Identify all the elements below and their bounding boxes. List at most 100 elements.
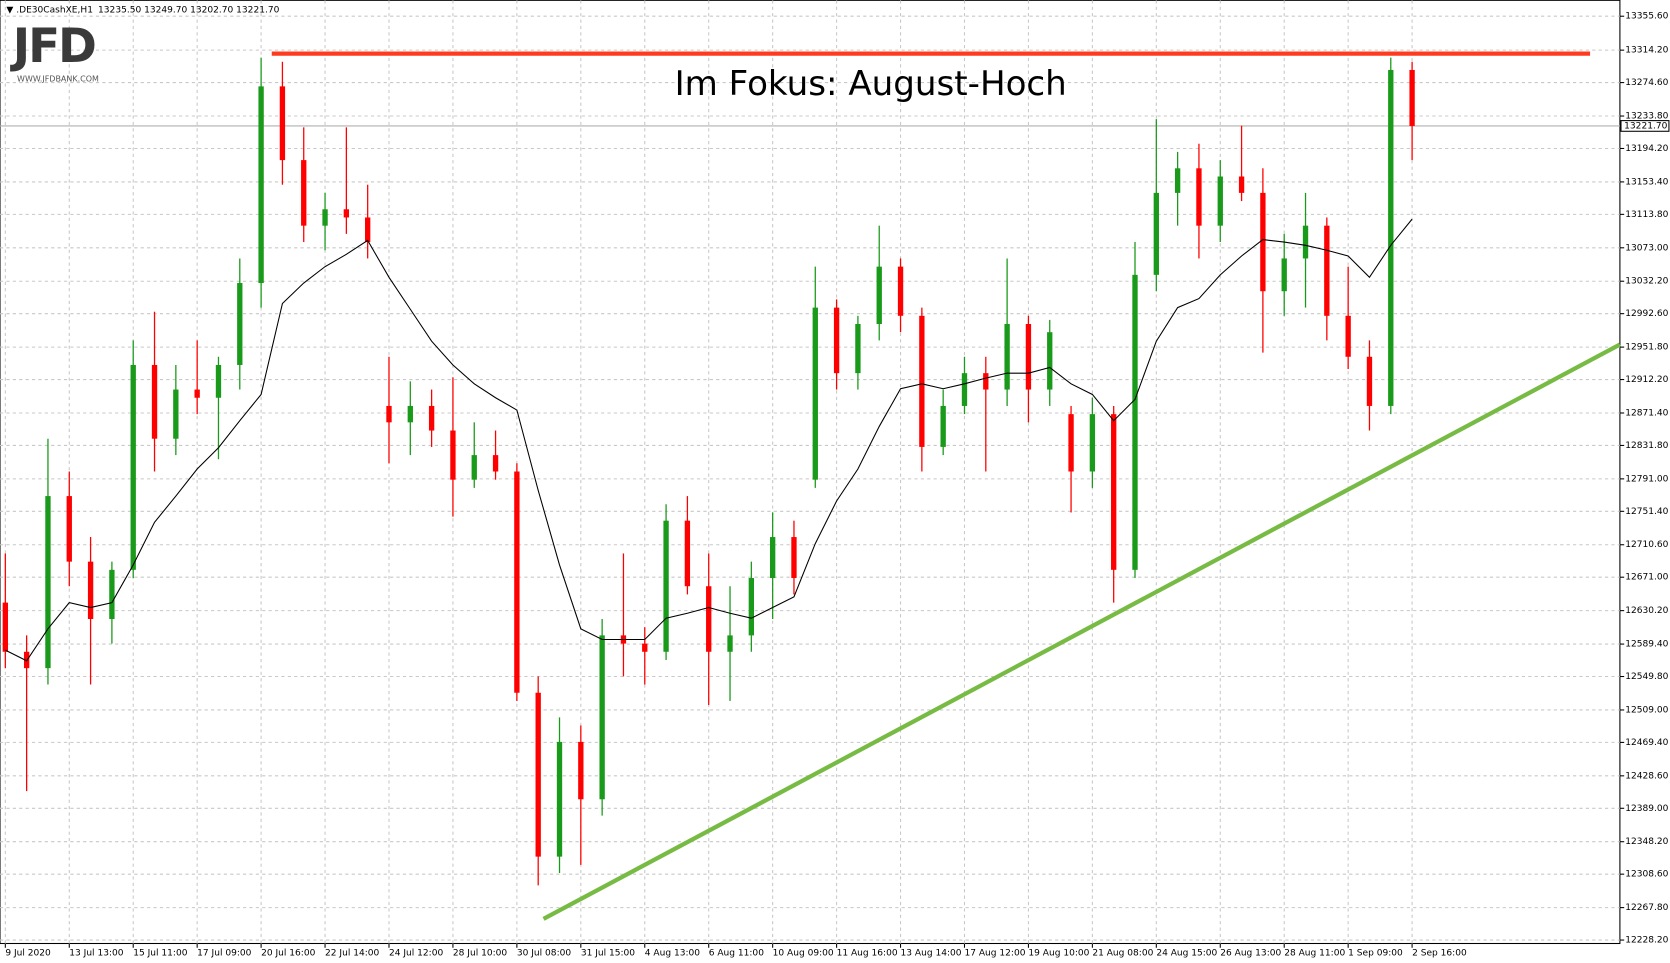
y-tick-label: 12630.20	[1625, 606, 1668, 616]
candle-body	[1174, 168, 1181, 193]
candle-body	[365, 217, 371, 243]
x-tick-label: 28 Aug 11:00	[1284, 949, 1345, 959]
x-tick-label: 31 Jul 15:00	[581, 949, 635, 959]
x-tick-label: 24 Jul 12:00	[389, 949, 443, 959]
y-tick-label: 12308.60	[1625, 870, 1668, 880]
candle-body	[492, 455, 499, 472]
candle-body	[151, 364, 158, 439]
y-tick-label: 13314.20	[1625, 46, 1668, 56]
candle-body	[258, 86, 264, 284]
header-symbol: ▼ .DE30CashXE,H1	[6, 5, 93, 15]
candle-body	[961, 373, 968, 406]
candle-body	[1004, 324, 1010, 390]
candle-body	[66, 496, 72, 562]
candle-body	[322, 209, 328, 226]
candle-body	[812, 307, 818, 480]
y-tick-label: 13073.00	[1625, 243, 1668, 253]
y-tick-label: 12348.20	[1625, 837, 1668, 847]
candle-body	[791, 537, 797, 579]
y-tick-label: 12267.80	[1625, 903, 1668, 913]
candle-body	[535, 692, 541, 857]
candle-body	[1217, 176, 1223, 226]
candle-body	[237, 283, 243, 365]
y-tick-label: 12428.60	[1625, 771, 1668, 781]
y-tick-label: 13113.80	[1625, 210, 1668, 220]
x-tick-label: 13 Jul 13:00	[69, 949, 123, 959]
candle-body	[940, 405, 946, 447]
candle-body	[1153, 192, 1159, 275]
candle-body	[663, 520, 669, 652]
y-tick-label: 13153.40	[1625, 177, 1668, 187]
candle-body	[876, 266, 882, 325]
y-tick-label: 12951.80	[1625, 343, 1668, 353]
y-tick-label: 13032.20	[1625, 277, 1668, 287]
candle-body	[450, 430, 456, 480]
y-tick-label: 12589.40	[1625, 640, 1668, 650]
annotation-title: Im Fokus: August-Hoch	[675, 64, 1067, 104]
y-tick-label: 12469.40	[1625, 738, 1668, 748]
candle-body	[343, 209, 350, 218]
candle-body	[386, 405, 392, 423]
logo: JFD	[10, 19, 95, 74]
x-tick-label: 21 Aug 08:00	[1092, 949, 1153, 959]
candle-body	[1047, 332, 1053, 390]
candle-body	[1025, 324, 1032, 390]
candle-body	[1260, 192, 1266, 292]
candle-body	[1238, 176, 1245, 193]
candle-body	[1196, 168, 1202, 226]
candle-body	[642, 643, 648, 652]
x-tick-label: 2 Sep 16:00	[1412, 949, 1467, 959]
y-tick-label: 12389.00	[1625, 804, 1668, 814]
y-tick-label: 12710.60	[1625, 540, 1668, 550]
y-tick-label: 13274.60	[1625, 78, 1668, 88]
candle-body	[684, 520, 691, 587]
candle-body	[2, 602, 8, 652]
x-tick-label: 30 Jul 08:00	[517, 949, 571, 959]
candle-body	[428, 405, 435, 431]
x-tick-label: 22 Jul 14:00	[325, 949, 379, 959]
candle-body	[301, 160, 307, 226]
candle-body	[279, 86, 286, 161]
y-tick-label: 12791.00	[1625, 474, 1668, 484]
candle-body	[897, 266, 904, 316]
y-tick-label: 12509.00	[1625, 705, 1668, 715]
candle-body	[1111, 414, 1117, 570]
x-tick-label: 4 Aug 13:00	[645, 949, 700, 959]
x-tick-label: 15 Jul 11:00	[133, 949, 187, 959]
candle-body	[748, 578, 755, 636]
trend-line	[542, 342, 1621, 921]
candle-body	[514, 471, 520, 693]
candle-body	[130, 364, 136, 570]
x-tick-label: 28 Jul 10:00	[453, 949, 507, 959]
y-tick-label: 12871.40	[1625, 408, 1668, 418]
x-tick-label: 24 Aug 15:00	[1156, 949, 1217, 959]
x-tick-label: 19 Aug 10:00	[1028, 949, 1089, 959]
x-tick-label: 11 Aug 16:00	[837, 949, 898, 959]
candle-body	[109, 569, 115, 619]
y-tick-label: 13355.60	[1625, 12, 1668, 22]
candle-body	[1366, 356, 1373, 406]
candle-body	[215, 364, 222, 398]
last-price-label: 13221.70	[1624, 121, 1667, 131]
y-tick-label: 12751.40	[1625, 507, 1668, 517]
candle-body	[983, 373, 989, 390]
y-tick-label: 12228.20	[1625, 936, 1668, 946]
y-tick-label: 13233.80	[1625, 112, 1668, 122]
header-ohlc: 13235.50 13249.70 13202.70 13221.70	[98, 5, 280, 15]
candle-body	[1324, 225, 1330, 316]
candle-body	[194, 389, 200, 398]
candle-body	[556, 741, 563, 857]
y-tick-label: 12549.80	[1625, 672, 1668, 682]
candle-body	[1068, 414, 1074, 472]
x-tick-label: 17 Aug 12:00	[964, 949, 1025, 959]
moving-average	[5, 218, 1413, 662]
y-tick-label: 12671.00	[1625, 573, 1668, 583]
candle-body	[769, 537, 776, 579]
x-tick-label: 26 Aug 13:00	[1220, 949, 1281, 959]
y-tick-label: 12992.60	[1625, 309, 1668, 319]
candle-body	[578, 741, 584, 800]
candle-body	[919, 315, 925, 447]
candle-body	[727, 635, 733, 652]
candle-body	[87, 561, 94, 619]
